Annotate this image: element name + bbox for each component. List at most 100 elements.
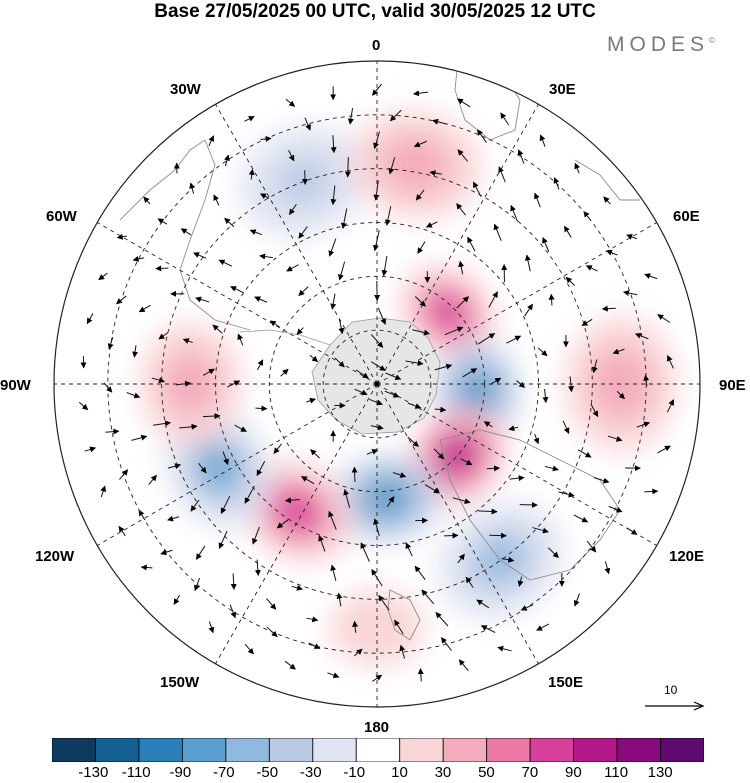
wind-arrow [195, 545, 206, 560]
wind-arrow [399, 644, 406, 659]
lon-label-30w: 30W [170, 81, 201, 98]
south-pole-marker [374, 381, 380, 387]
wind-arrow [148, 474, 157, 485]
wind-arrow [296, 327, 304, 335]
reference-vector-label: 10 [664, 683, 678, 697]
colorbar-swatch [225, 738, 270, 762]
wind-arrow [590, 403, 599, 418]
wind-arrow [493, 223, 502, 241]
wind-arrow [340, 208, 348, 229]
anomaly-layer [139, 110, 677, 684]
wind-arrow [249, 229, 263, 236]
wind-arrow [100, 485, 107, 498]
wind-arrow [500, 112, 510, 126]
wind-arrow [644, 273, 658, 280]
colorbar-swatch [486, 738, 531, 762]
wind-arrow [98, 272, 108, 281]
colorbar-tick-label: -70 [212, 764, 235, 781]
meridian-line [97, 222, 378, 385]
colorbar-swatch [573, 738, 618, 762]
colorbar-swatch [355, 738, 401, 762]
wind-arrow [288, 150, 295, 162]
wind-arrow [384, 390, 400, 398]
wind-arrow [244, 485, 255, 504]
wind-arrow [255, 405, 268, 412]
lon-label-0: 0 [372, 37, 381, 54]
wind-arrow [86, 313, 94, 325]
latitude-circle [107, 114, 647, 654]
wind-arrow [581, 318, 593, 327]
colorbar-tick-label: -110 [121, 764, 151, 781]
wind-arrow [301, 476, 315, 485]
colorbar-tick-label: -90 [169, 764, 192, 781]
wind-arrow [591, 359, 598, 374]
wind-arrow [212, 324, 223, 334]
wind-arrow [373, 131, 381, 150]
wind-arrow [644, 488, 659, 495]
wind-arrow [421, 589, 435, 605]
wind-arrow [544, 465, 559, 472]
meridian-line [215, 383, 378, 664]
wind-arrow [373, 518, 380, 537]
wind-arrow [151, 377, 165, 383]
wind-arrow [384, 206, 392, 226]
wind-arrow [413, 140, 427, 148]
wind-arrow [444, 326, 464, 336]
wind-arrow [227, 380, 241, 388]
wind-arrow [452, 497, 471, 505]
latitude-circle [161, 168, 593, 600]
wind-arrow [351, 466, 358, 483]
lat-lon-grid [54, 61, 700, 707]
wind-arrow [626, 234, 638, 240]
wind-arrow [539, 134, 546, 147]
wind-arrow [483, 421, 493, 428]
wind-arrow [372, 230, 380, 252]
wind-arrow [412, 329, 430, 336]
reference-vector [645, 701, 705, 711]
wind-arrow [167, 463, 182, 470]
wind-arrow [573, 514, 589, 523]
brand-logo: MODES© [607, 33, 715, 57]
wind-arrow [234, 424, 247, 432]
wind-arrow [371, 361, 386, 371]
anomaly-contour [467, 381, 487, 405]
wind-arrow [355, 369, 369, 379]
wind-arrow [256, 359, 264, 371]
wind-arrow [532, 527, 549, 534]
wind-arrow [309, 354, 319, 363]
wind-arrow [344, 157, 351, 178]
wind-arrow [208, 135, 215, 147]
wind-arrow [372, 83, 382, 96]
lon-label-90w: 90W [0, 377, 31, 394]
lon-label-30e: 30E [549, 81, 576, 98]
wind-arrow [457, 149, 468, 162]
meridian-line [376, 104, 539, 385]
wind-arrow [547, 547, 559, 558]
wind-arrow [489, 377, 502, 385]
wind-arrow [593, 477, 610, 484]
wind-arrow [457, 553, 465, 564]
wind-arrow [132, 345, 139, 358]
wind-arrow [338, 261, 346, 281]
anomaly-contour [349, 605, 405, 651]
wind-arrow [533, 434, 540, 445]
lon-label-120e: 120E [669, 548, 705, 565]
wind-arrow [372, 674, 383, 682]
wind-arrow [360, 542, 370, 562]
wind-arrow [414, 565, 426, 580]
wind-arrow [603, 196, 611, 205]
wind-arrow [118, 525, 126, 537]
wind-arrow [220, 495, 231, 515]
wind-arrow [488, 291, 498, 308]
colorbar-tick-label: -50 [256, 764, 279, 781]
wind-arrow [612, 348, 625, 355]
wind-arrow [508, 425, 519, 432]
wind-arrow [456, 203, 466, 216]
wind-arrow [478, 508, 498, 515]
colorbar-swatch [52, 738, 96, 762]
wind-arrow [533, 192, 541, 208]
anomaly-contour [437, 302, 459, 324]
wind-arrow [259, 193, 270, 199]
wind-arrow [425, 221, 438, 228]
lon-label-60w: 60W [46, 208, 77, 225]
